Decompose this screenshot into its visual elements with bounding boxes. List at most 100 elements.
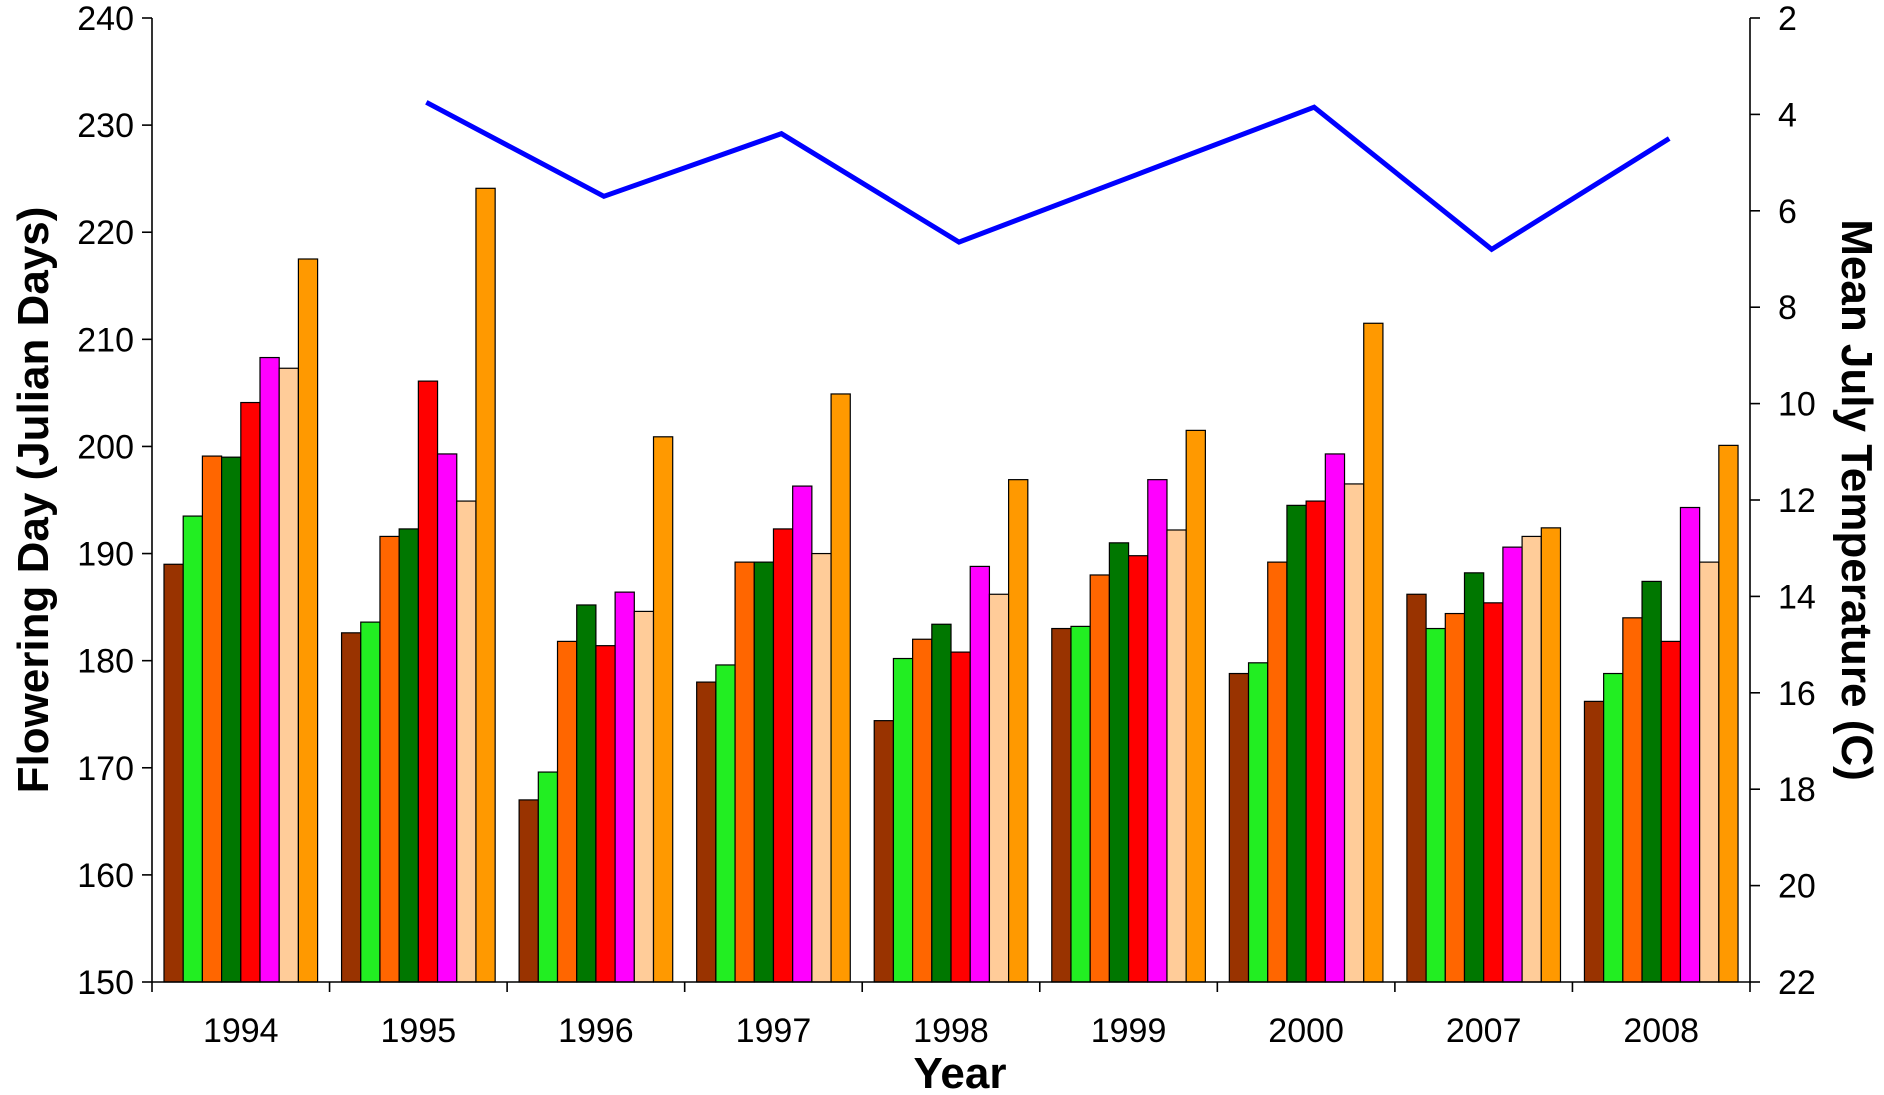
right-tick-label: 8 — [1778, 289, 1797, 327]
bar-1997-series-8 — [830, 393, 851, 983]
bar-1998-series-7 — [988, 593, 1010, 983]
temperature-line-layer — [425, 100, 1671, 253]
bar-1994-series-8 — [297, 258, 319, 983]
left-tick-label: 160 — [77, 857, 134, 895]
bar-1999-series-2 — [1070, 625, 1091, 983]
bar-2008-series-3 — [1622, 617, 1643, 983]
bar-1995-series-1 — [340, 632, 362, 983]
right-tick-label: 4 — [1778, 96, 1797, 134]
bar-1995-series-8 — [475, 187, 496, 983]
left-tick-label: 170 — [77, 750, 134, 788]
bar-2007-series-5 — [1483, 602, 1504, 983]
left-tick-label: 240 — [77, 0, 134, 38]
bar-2000-series-8 — [1363, 322, 1384, 983]
bar-2000-series-1 — [1228, 672, 1250, 983]
bar-2008-series-4 — [1641, 580, 1662, 983]
bar-2007-series-3 — [1444, 612, 1466, 983]
x-tick-label: 1999 — [1091, 1012, 1167, 1050]
bar-2000-series-2 — [1247, 662, 1269, 983]
left-tick-label: 150 — [77, 964, 134, 1002]
bar-1994-series-2 — [182, 515, 203, 983]
bar-1998-series-4 — [931, 623, 952, 983]
bar-1995-series-5 — [417, 380, 439, 983]
x-tick-label: 1994 — [203, 1012, 279, 1050]
x-tick-label: 2007 — [1446, 1012, 1522, 1050]
left-tick-label: 200 — [77, 428, 134, 466]
right-tick-label: 14 — [1778, 578, 1816, 616]
x-tick-label: 1995 — [381, 1012, 457, 1050]
x-tick-label: 1998 — [913, 1012, 989, 1050]
bar-1997-series-2 — [715, 664, 736, 983]
bar-1999-series-8 — [1185, 429, 1206, 983]
bar-2007-series-2 — [1425, 627, 1446, 983]
bar-1996-series-2 — [537, 771, 559, 983]
bar-1999-series-7 — [1166, 529, 1187, 983]
bar-2008-series-7 — [1699, 561, 1720, 983]
left-tick-label: 180 — [77, 643, 134, 681]
bar-2007-series-6 — [1502, 546, 1523, 983]
bar-1998-series-1 — [873, 720, 895, 983]
right-tick-label: 18 — [1778, 771, 1816, 809]
bar-2007-series-1 — [1406, 593, 1427, 983]
bar-2008-series-1 — [1583, 700, 1605, 983]
bar-1995-series-3 — [379, 535, 400, 983]
bar-1995-series-2 — [360, 621, 381, 983]
bar-1996-series-1 — [518, 799, 539, 983]
bar-1996-series-4 — [576, 604, 597, 983]
mean-july-temperature-line — [425, 100, 1671, 253]
bar-2000-series-6 — [1324, 453, 1346, 983]
bar-2007-series-7 — [1521, 535, 1542, 983]
bar-2000-series-3 — [1267, 561, 1288, 983]
bar-1996-series-3 — [556, 640, 578, 983]
bar-1995-series-4 — [398, 528, 419, 983]
bar-1996-series-8 — [652, 436, 674, 983]
bar-1994-series-7 — [278, 367, 300, 983]
bar-1999-series-5 — [1127, 555, 1149, 983]
left-tick-label: 220 — [77, 214, 134, 252]
bar-1996-series-7 — [633, 610, 655, 983]
bars-layer — [163, 187, 1739, 983]
x-tick-label: 1997 — [736, 1012, 812, 1050]
bar-1997-series-3 — [734, 561, 755, 983]
right-tick-label: 20 — [1778, 868, 1816, 906]
bar-1998-series-3 — [912, 638, 933, 983]
bar-1999-series-1 — [1051, 627, 1072, 983]
bar-2008-series-2 — [1603, 672, 1624, 983]
bar-1998-series-2 — [892, 657, 914, 983]
x-tick-label: 2008 — [1623, 1012, 1699, 1050]
bar-1994-series-1 — [163, 563, 184, 983]
right-tick-label: 6 — [1778, 193, 1797, 231]
x-axis-title: Year — [914, 1049, 1007, 1095]
bar-2007-series-4 — [1463, 572, 1485, 983]
bar-1994-series-6 — [259, 356, 280, 983]
right-y-axis-title: Mean July Temperature (C) — [1832, 219, 1881, 781]
left-tick-label: 190 — [77, 536, 134, 574]
right-tick-label: 16 — [1778, 675, 1816, 713]
bar-2000-series-7 — [1343, 483, 1365, 983]
left-tick-label: 210 — [77, 321, 134, 359]
bar-1995-series-7 — [456, 500, 477, 983]
left-tick-label: 230 — [77, 107, 134, 145]
bar-2008-series-5 — [1660, 640, 1682, 983]
bar-1997-series-4 — [753, 561, 775, 983]
bar-1999-series-4 — [1108, 542, 1130, 983]
right-tick-label: 12 — [1778, 482, 1816, 520]
bar-2008-series-8 — [1718, 444, 1739, 983]
bar-1994-series-4 — [221, 456, 242, 983]
bar-1996-series-6 — [614, 591, 635, 983]
bar-1998-series-8 — [1008, 479, 1029, 983]
bar-1997-series-1 — [696, 681, 717, 983]
bar-1997-series-5 — [772, 528, 794, 983]
right-tick-label: 2 — [1778, 0, 1797, 38]
bar-1998-series-5 — [950, 651, 971, 983]
bar-2000-series-4 — [1286, 504, 1307, 983]
right-tick-label: 22 — [1778, 964, 1816, 1002]
x-tick-label: 2000 — [1268, 1012, 1344, 1050]
bar-2007-series-8 — [1540, 527, 1562, 983]
bar-2008-series-6 — [1679, 506, 1701, 983]
bar-1999-series-6 — [1147, 479, 1168, 983]
bar-1997-series-7 — [811, 552, 832, 983]
left-y-axis-title: Flowering Day (Julian Days) — [9, 207, 58, 794]
bar-1999-series-3 — [1089, 574, 1110, 983]
